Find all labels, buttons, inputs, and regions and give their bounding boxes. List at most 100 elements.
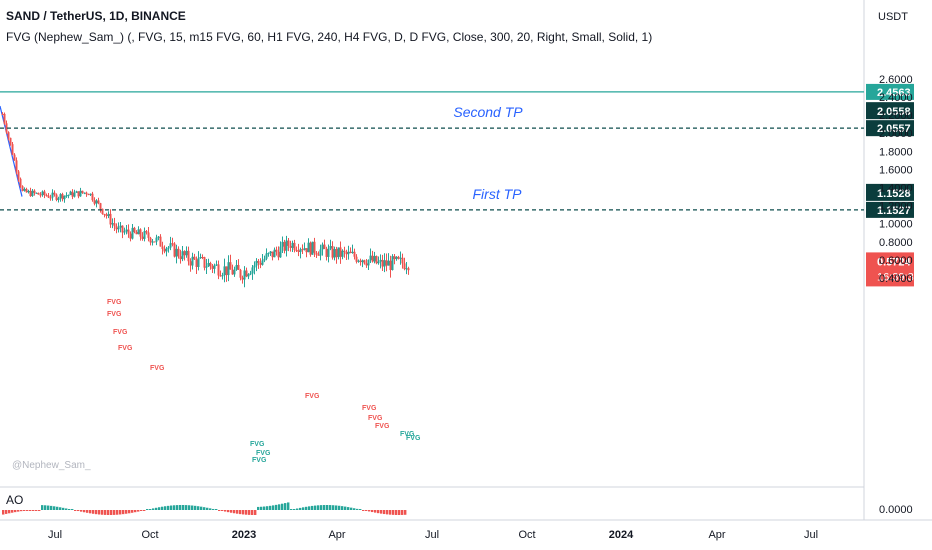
ao-bar [368, 510, 371, 512]
candle-body [287, 240, 290, 246]
ao-bar [95, 510, 98, 515]
candle-body [31, 190, 34, 197]
candle-body [19, 178, 22, 187]
candle-body [391, 256, 394, 271]
candle-body [111, 223, 114, 225]
candle-body [393, 256, 396, 260]
ao-bar [218, 510, 221, 511]
ao-bar [404, 510, 407, 515]
candle-body [159, 236, 162, 247]
candle-body [329, 246, 332, 249]
ao-bar [47, 505, 50, 510]
time-axis[interactable]: Jul Oct 2023 Apr Jul Oct 2024 Apr Jul [48, 529, 818, 541]
candle-body [245, 270, 248, 277]
ao-bar [278, 504, 281, 510]
watermark: @Nephew_Sam_ [12, 460, 91, 471]
candle-body [323, 244, 326, 249]
ao-bar [164, 506, 167, 510]
candle-body [373, 255, 376, 262]
candle-body [401, 257, 404, 264]
candle-body [377, 261, 380, 264]
ao-bar [203, 507, 206, 510]
candle-body [259, 262, 262, 265]
candle-body [289, 245, 292, 248]
time-tick-label: Apr [328, 529, 345, 541]
ao-bar [212, 508, 215, 510]
candle-body [55, 194, 58, 200]
candle-body [17, 171, 20, 179]
candle-body [263, 258, 266, 261]
candle-body [255, 260, 258, 266]
candle-body [175, 248, 178, 257]
ao-bar [248, 510, 251, 515]
candle-body [227, 262, 230, 276]
ao-bar [146, 509, 149, 510]
candle-body [273, 249, 276, 258]
price-tick-label: 0.4000 [879, 273, 913, 285]
ao-bar [176, 505, 179, 510]
candle-body [251, 267, 254, 274]
ao-bar [320, 505, 323, 510]
ao-bar [221, 510, 224, 511]
candle-body [169, 243, 172, 248]
ao-bar [302, 507, 305, 510]
candle-body [185, 250, 188, 256]
candle-body [127, 229, 130, 234]
ao-bar [152, 508, 155, 510]
second-tp-text: Second TP [453, 104, 523, 120]
ao-bar [182, 505, 185, 510]
ao-bar [335, 505, 338, 510]
fvg-bear-label: FVG [150, 365, 165, 372]
ao-bar [386, 510, 389, 515]
ao-bar [26, 510, 29, 511]
first-tp-axis-label: 1.1527 [877, 205, 911, 217]
candle-body [115, 226, 118, 230]
candle-body [315, 252, 318, 255]
ao-bar [41, 505, 44, 510]
last-price-label-bg [866, 252, 914, 287]
candle-body [135, 231, 138, 235]
ao-bar [389, 510, 392, 515]
ao-bar [263, 506, 266, 510]
candle-body [333, 249, 336, 258]
candle-body [103, 213, 106, 215]
ao-bar [131, 510, 134, 513]
candle-body [261, 260, 264, 265]
candle-body [243, 270, 246, 280]
first-tp-axis-label2-bg [866, 183, 914, 201]
candle-body [183, 251, 186, 256]
candle-body [313, 241, 316, 253]
candle-body [71, 191, 74, 197]
candle-body [221, 275, 224, 277]
candle-body [375, 255, 378, 264]
last-price-label: 0.5724 [877, 256, 912, 268]
ao-bar [332, 505, 335, 510]
price-axis[interactable]: 2.6000 2.4000 2.2000 2.0000 1.8000 1.6000 1.40… [879, 74, 913, 516]
ao-bar [359, 509, 362, 510]
candle-body [47, 195, 50, 198]
awesome-oscillator-histogram [2, 502, 407, 515]
candle-body [51, 192, 54, 198]
time-tick-label: Oct [141, 529, 158, 541]
ao-bar [341, 506, 344, 510]
ao-bar [110, 510, 113, 515]
candle-body [153, 241, 156, 243]
fvg-bear-label: FVG [305, 393, 320, 400]
candle-body [325, 248, 328, 257]
horizontal-levels[interactable]: 2.4563 Second TP 2.0557 2.0558 First TP 1.152… [0, 83, 920, 287]
candle-body [195, 259, 198, 267]
candle-body [331, 246, 334, 258]
candle-body [219, 275, 222, 277]
candle-body [193, 256, 196, 260]
ao-bar [14, 510, 17, 513]
candle-body [353, 251, 356, 257]
candle-body [197, 258, 200, 267]
candle-body [307, 242, 310, 253]
ao-bar [392, 510, 395, 515]
ao-bar [236, 510, 239, 514]
ao-bar [8, 510, 11, 514]
ao-bar [383, 510, 386, 515]
candle-body [29, 190, 32, 197]
